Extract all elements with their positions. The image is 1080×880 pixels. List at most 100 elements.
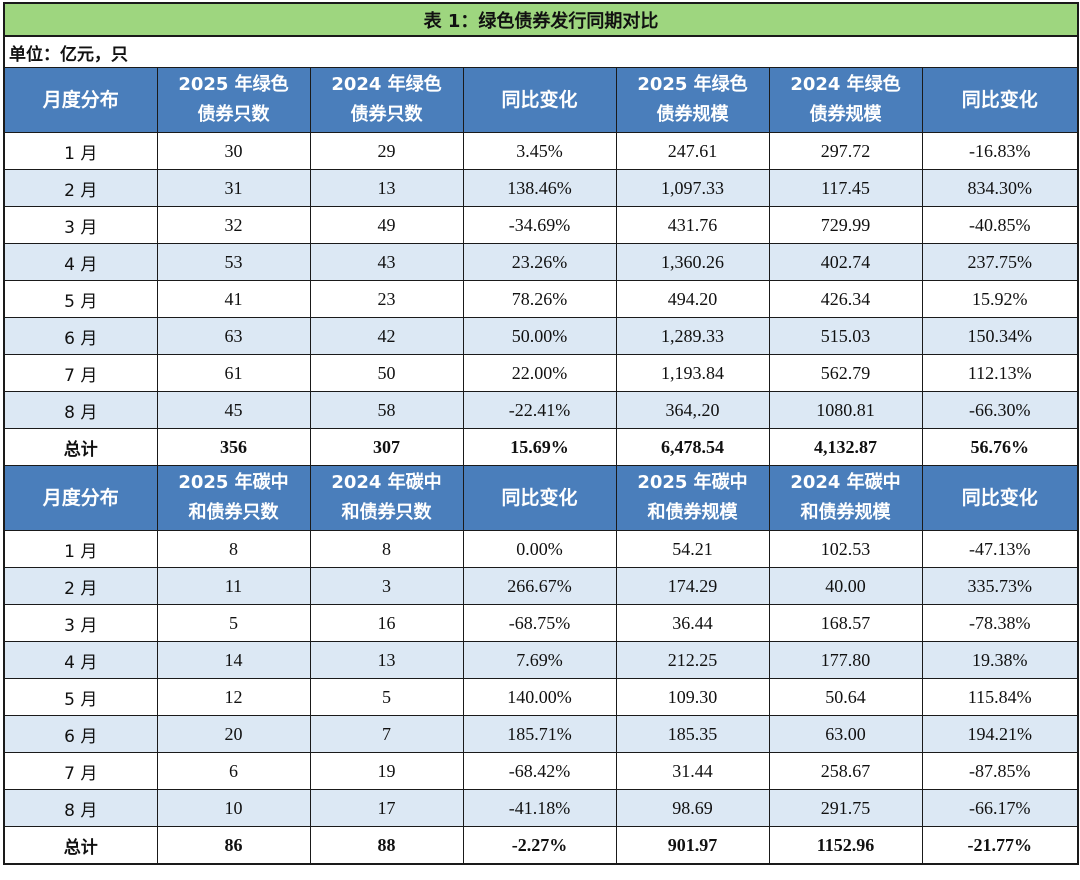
green-bond-header-cell: 2024 年绿色 债券只数 [309, 67, 464, 133]
value-cell: 1,360.26 [615, 243, 770, 281]
month-cell: 2 月 [3, 567, 158, 605]
green-bond-header-cell: 同比变化 [462, 67, 617, 133]
value-cell: 30 [156, 132, 311, 170]
header-line-1: 同比变化 [501, 89, 578, 111]
value-cell: 53 [156, 243, 311, 281]
value-cell: 8 [156, 530, 311, 568]
value-cell: 729.99 [768, 206, 923, 244]
carbon-neutral-bond-header-cell: 月度分布 [3, 465, 158, 531]
month-cell: 1 月 [3, 132, 158, 170]
total-value: 356 [156, 428, 311, 466]
total-value: 1152.96 [768, 826, 923, 865]
value-cell: 36.44 [615, 604, 770, 642]
value-cell: 41 [156, 280, 311, 318]
total-label: 总计 [3, 826, 158, 865]
header-line-1: 2024 年绿色 [790, 74, 901, 95]
value-cell: 16 [309, 604, 464, 642]
value-cell: 402.74 [768, 243, 923, 281]
value-cell: 247.61 [615, 132, 770, 170]
month-cell: 2 月 [3, 169, 158, 207]
carbon-neutral-bond-header-cell: 2024 年碳中 和债券只数 [309, 465, 464, 531]
month-cell: 7 月 [3, 752, 158, 790]
value-cell: -68.42% [462, 752, 617, 790]
value-cell: 7 [309, 715, 464, 753]
value-cell: 31.44 [615, 752, 770, 790]
header-line-1: 2024 年碳中 [790, 472, 901, 493]
value-cell: 1,097.33 [615, 169, 770, 207]
green-bond-table-row: 6 月 63 42 50.00% 1,289.33 515.03 150.34% [3, 317, 1079, 355]
total-value: -2.27% [462, 826, 617, 865]
month-cell: 6 月 [3, 317, 158, 355]
value-cell: 431.76 [615, 206, 770, 244]
carbon-neutral-bond-total-row: 总计 86 88 -2.27% 901.97 1152.96 -21.77% [3, 826, 1079, 865]
header-line-1: 2024 年碳中 [331, 472, 442, 493]
value-cell: 185.35 [615, 715, 770, 753]
value-cell: 109.30 [615, 678, 770, 716]
header-line-1: 2025 年碳中 [637, 472, 748, 493]
value-cell: 13 [309, 169, 464, 207]
value-cell: 5 [309, 678, 464, 716]
value-cell: 61 [156, 354, 311, 392]
header-line-1: 2025 年碳中 [178, 472, 289, 493]
value-cell: 10 [156, 789, 311, 827]
value-cell: -16.83% [921, 132, 1079, 170]
value-cell: 140.00% [462, 678, 617, 716]
month-cell: 8 月 [3, 391, 158, 429]
value-cell: 29 [309, 132, 464, 170]
value-cell: 177.80 [768, 641, 923, 679]
value-cell: 78.26% [462, 280, 617, 318]
value-cell: 364,.20 [615, 391, 770, 429]
value-cell: 58 [309, 391, 464, 429]
value-cell: 14 [156, 641, 311, 679]
green-bond-table-row: 4 月 53 43 23.26% 1,360.26 402.74 237.75% [3, 243, 1079, 281]
value-cell: -78.38% [921, 604, 1079, 642]
value-cell: -22.41% [462, 391, 617, 429]
value-cell: 50.00% [462, 317, 617, 355]
month-cell: 4 月 [3, 641, 158, 679]
value-cell: 12 [156, 678, 311, 716]
header-line-1: 2025 年绿色 [637, 74, 748, 95]
green-bond-header-cell: 同比变化 [921, 67, 1079, 133]
carbon-neutral-bond-table-row: 3 月 5 16 -68.75% 36.44 168.57 -78.38% [3, 604, 1079, 642]
carbon-neutral-bond-table-row: 8 月 10 17 -41.18% 98.69 291.75 -66.17% [3, 789, 1079, 827]
value-cell: 19 [309, 752, 464, 790]
value-cell: 19.38% [921, 641, 1079, 679]
value-cell: 237.75% [921, 243, 1079, 281]
value-cell: 20 [156, 715, 311, 753]
value-cell: 297.72 [768, 132, 923, 170]
value-cell: 11 [156, 567, 311, 605]
value-cell: 8 [309, 530, 464, 568]
carbon-neutral-bond-table-row: 4 月 14 13 7.69% 212.25 177.80 19.38% [3, 641, 1079, 679]
green-bond-header-cell: 月度分布 [3, 67, 158, 133]
value-cell: 150.34% [921, 317, 1079, 355]
month-cell: 5 月 [3, 280, 158, 318]
total-value: 86 [156, 826, 311, 865]
value-cell: -34.69% [462, 206, 617, 244]
total-value: 901.97 [615, 826, 770, 865]
month-cell: 4 月 [3, 243, 158, 281]
value-cell: 42 [309, 317, 464, 355]
header-line-1: 2025 年绿色 [178, 74, 289, 95]
unit-label: 单位：亿元，只 [3, 35, 1079, 68]
value-cell: 494.20 [615, 280, 770, 318]
total-value: 4,132.87 [768, 428, 923, 466]
total-value: 88 [309, 826, 464, 865]
value-cell: 102.53 [768, 530, 923, 568]
value-cell: 31 [156, 169, 311, 207]
value-cell: 45 [156, 391, 311, 429]
carbon-neutral-bond-table-row: 7 月 6 19 -68.42% 31.44 258.67 -87.85% [3, 752, 1079, 790]
value-cell: 17 [309, 789, 464, 827]
header-line-2: 债券规模 [656, 104, 729, 125]
green-bond-total-row: 总计 356 307 15.69% 6,478.54 4,132.87 56.76% [3, 428, 1079, 466]
value-cell: 98.69 [615, 789, 770, 827]
total-label: 总计 [3, 428, 158, 466]
carbon-neutral-bond-table-row: 2 月 11 3 266.67% 174.29 40.00 335.73% [3, 567, 1079, 605]
green-bond-table-row: 7 月 61 50 22.00% 1,193.84 562.79 112.13% [3, 354, 1079, 392]
value-cell: 138.46% [462, 169, 617, 207]
total-value: -21.77% [921, 826, 1079, 865]
value-cell: 63 [156, 317, 311, 355]
value-cell: -41.18% [462, 789, 617, 827]
header-line-2: 和债券只数 [188, 502, 279, 523]
total-value: 307 [309, 428, 464, 466]
carbon-neutral-bond-header-cell: 同比变化 [462, 465, 617, 531]
